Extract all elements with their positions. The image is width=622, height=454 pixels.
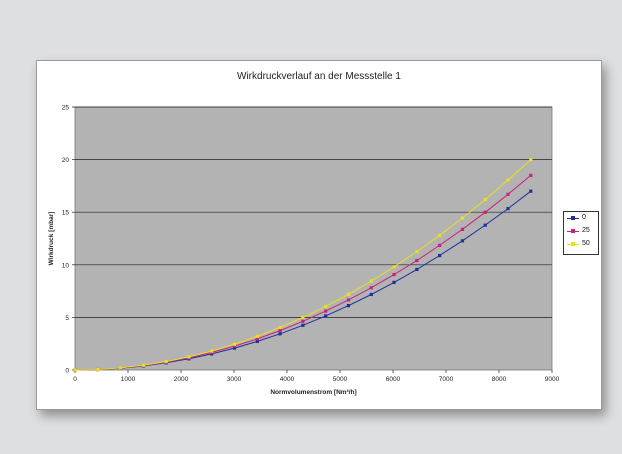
x-tick-label: 8000 — [492, 376, 507, 383]
y-tick-label: 25 — [62, 105, 70, 112]
x-tick-label: 2000 — [174, 376, 189, 383]
data-point-50 — [506, 178, 510, 182]
x-tick-label: 7000 — [439, 376, 454, 383]
data-point-50 — [96, 367, 100, 372]
data-point-50 — [210, 349, 214, 353]
data-point-50 — [460, 216, 465, 220]
plot-area — [74, 106, 553, 371]
data-point-0 — [392, 280, 396, 284]
data-point-0 — [529, 189, 533, 193]
chart-title: Wirkdruckverlauf an der Messstelle 1 — [237, 71, 401, 82]
data-point-50 — [232, 342, 237, 346]
data-point-50 — [369, 279, 373, 283]
y-tick-label: 15 — [62, 210, 70, 217]
data-point-50 — [73, 368, 77, 372]
legend-item-50: 50 — [564, 238, 598, 251]
data-point-0 — [369, 292, 373, 297]
data-point-25 — [392, 272, 396, 277]
data-point-25 — [438, 243, 442, 248]
data-point-25 — [324, 309, 328, 313]
y-tick-label: 0 — [65, 368, 69, 375]
data-point-25 — [301, 319, 305, 323]
data-point-0 — [278, 332, 282, 336]
y-axis-label: Wirkdruck [mbar] — [48, 212, 55, 266]
data-point-25 — [415, 258, 419, 263]
data-point-50 — [438, 233, 442, 237]
legend-swatch-marker — [571, 216, 575, 220]
legend-swatch-marker — [571, 242, 575, 246]
x-axis-label: Normvolumenstrom [Nm³/h] — [270, 389, 356, 396]
data-point-50 — [187, 355, 191, 359]
legend-item-0: 0 — [564, 212, 598, 225]
data-point-25 — [232, 344, 237, 348]
x-tick-label: 1000 — [121, 376, 136, 383]
line-chart: 0 5 10 15 20 25 0 1000 2000 3000 4000 5000 6000 7000 8… — [48, 105, 560, 397]
data-point-50 — [483, 197, 487, 202]
data-point-25 — [529, 173, 533, 177]
data-point-50 — [255, 334, 259, 338]
data-point-50 — [301, 315, 305, 319]
data-point-50 — [278, 325, 282, 329]
data-point-50 — [392, 265, 396, 269]
y-tick-label: 20 — [62, 157, 70, 164]
data-point-0 — [301, 323, 305, 327]
data-point-50 — [346, 292, 351, 296]
y-tick-label: 5 — [65, 315, 69, 322]
data-point-50 — [141, 363, 145, 367]
x-tick-label: 6000 — [386, 376, 401, 383]
data-point-25 — [369, 286, 373, 290]
x-tick-label: 9000 — [545, 376, 560, 383]
data-point-50 — [324, 304, 328, 308]
data-point-0 — [506, 207, 510, 211]
data-point-50 — [529, 158, 533, 162]
data-point-25 — [255, 337, 259, 341]
data-point-25 — [483, 210, 487, 214]
data-point-0 — [460, 239, 465, 243]
data-point-50 — [415, 250, 419, 254]
data-point-25 — [460, 227, 465, 231]
legend-swatch-marker — [571, 229, 575, 233]
data-point-25 — [346, 298, 351, 302]
legend-label: 0 — [582, 214, 586, 221]
legend-item-25: 25 — [564, 225, 598, 238]
y-tick-label: 10 — [62, 262, 70, 269]
chart-legend: 0 25 50 — [563, 211, 599, 255]
legend-label: 50 — [582, 240, 590, 247]
data-point-0 — [324, 314, 328, 318]
data-point-0 — [346, 304, 351, 308]
data-point-0 — [483, 223, 487, 227]
data-point-50 — [118, 366, 123, 370]
x-tick-label: 0 — [73, 376, 77, 383]
data-point-0 — [232, 346, 237, 350]
data-point-25 — [506, 192, 510, 196]
chart-card: Wirkdruckverlauf an der Messstelle 1 0 5 1… — [36, 60, 602, 410]
data-point-25 — [278, 328, 282, 333]
data-point-50 — [164, 359, 168, 364]
data-point-0 — [438, 253, 442, 258]
legend-label: 25 — [582, 227, 590, 234]
x-tick-label: 3000 — [227, 376, 242, 383]
data-point-0 — [415, 267, 419, 272]
data-point-0 — [255, 339, 259, 343]
x-tick-label: 4000 — [280, 376, 295, 383]
x-tick-label: 5000 — [333, 376, 348, 383]
